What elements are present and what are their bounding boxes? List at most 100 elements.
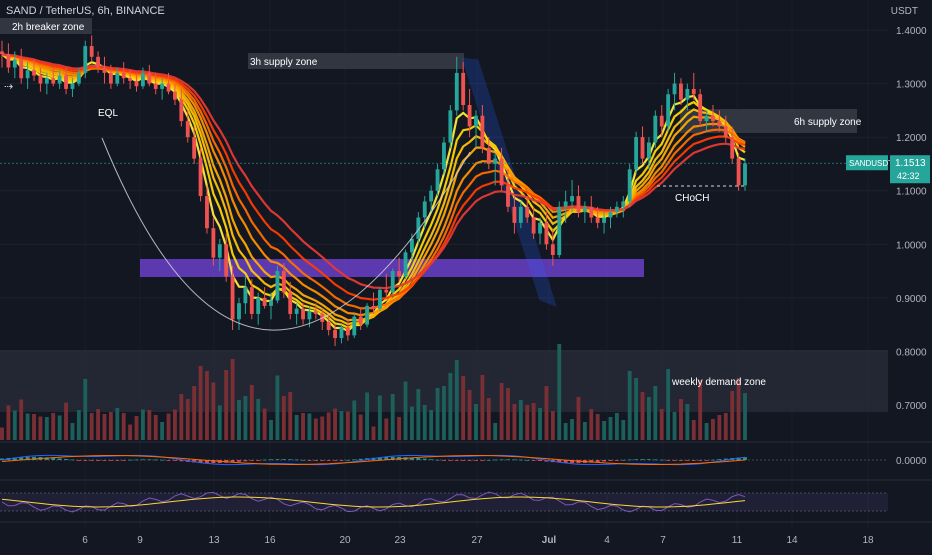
breaker-label: 2h breaker zone: [12, 22, 85, 33]
candle-body: [44, 78, 49, 84]
macd-hist-bar: [345, 459, 350, 461]
candle-body: [160, 83, 165, 89]
macd-hist-bar: [160, 459, 165, 461]
volume-bar: [326, 412, 331, 440]
volume-bar: [595, 414, 600, 440]
candle-body: [531, 217, 536, 234]
macd-hist-bar: [0, 458, 4, 460]
volume-bar: [454, 360, 459, 440]
candle-body: [326, 321, 331, 330]
arrow-marker: ⇢: [4, 81, 13, 93]
candle-body: [173, 91, 177, 100]
macd-hist-bar: [384, 456, 389, 460]
macd-hist-bar: [275, 459, 280, 460]
candle-body: [576, 196, 581, 213]
candle-body: [313, 311, 318, 314]
volume-bar: [352, 400, 357, 440]
x-tick-label: 9: [137, 535, 143, 546]
candle-body: [153, 83, 158, 89]
candle-body: [570, 196, 574, 202]
volume-bar: [723, 413, 728, 440]
volume-bar: [57, 415, 62, 440]
candle-body: [679, 83, 683, 100]
volume-bar: [102, 414, 107, 440]
x-tick-label: 18: [862, 535, 874, 546]
macd-hist-bar: [115, 460, 120, 461]
volume-bar: [128, 424, 133, 440]
macd-hist-bar: [230, 460, 235, 463]
macd-hist-bar: [83, 460, 88, 461]
volume-bar: [672, 412, 677, 440]
candle-body: [454, 72, 459, 111]
volume-bar: [89, 413, 94, 440]
volume-bar: [262, 408, 267, 440]
volume-bar: [448, 373, 453, 440]
volume-bar: [736, 378, 741, 440]
volume-bar: [294, 415, 299, 440]
volume-bar: [570, 419, 574, 440]
candle-body: [589, 206, 594, 218]
macd-hist-bar: [25, 456, 30, 460]
macd-hist-bar: [192, 460, 197, 463]
macd-hist-bar: [121, 460, 126, 461]
candle-body: [121, 72, 126, 79]
macd-hist-bar: [198, 460, 203, 463]
candle-body: [230, 276, 235, 320]
x-tick-label: 23: [394, 535, 406, 546]
macd-hist-bar: [301, 459, 305, 461]
macd-hist-bar: [320, 460, 325, 461]
eql-label: EQL: [98, 108, 118, 119]
candle-body: [345, 327, 350, 336]
candle-body: [429, 190, 434, 202]
volume-bar: [288, 392, 293, 440]
volume-bar: [711, 419, 715, 440]
macd-hist-bar: [640, 459, 645, 460]
volume-bar: [339, 411, 344, 440]
volume-bar: [659, 409, 664, 440]
macd-hist-bar: [12, 457, 17, 460]
volume-bar: [461, 376, 466, 440]
candle-body: [397, 271, 402, 277]
volume-bar: [249, 385, 254, 440]
candle-body: [134, 80, 139, 87]
volume-bar: [377, 395, 382, 440]
macd-hist-bar: [429, 459, 434, 461]
macd-hist-bar: [19, 457, 24, 460]
macd-hist-bar: [416, 458, 421, 460]
volume-bar: [518, 400, 523, 440]
volume-bar: [538, 408, 542, 440]
candle-body: [32, 70, 36, 76]
x-tick-label: 27: [471, 535, 483, 546]
candle-body: [634, 137, 639, 170]
y-tick-label: 1.4000: [896, 26, 927, 37]
macd-hist-bar: [698, 460, 703, 461]
macd-hist-bar: [140, 459, 145, 461]
macd-hist-bar: [44, 457, 49, 460]
macd-hist-bar: [602, 460, 607, 462]
candle-body: [647, 142, 651, 159]
macd-hist-bar: [76, 460, 81, 461]
candle-body: [281, 271, 286, 293]
volume-bar: [237, 400, 241, 440]
volume-bar: [345, 411, 350, 440]
candle-body: [384, 289, 389, 293]
candle-body: [83, 46, 88, 73]
volume-bar: [557, 344, 562, 440]
countdown-tag: 42:32: [897, 171, 920, 181]
volume-bar: [371, 426, 376, 440]
candle-body: [166, 83, 171, 92]
macd-hist-bar: [506, 459, 510, 461]
macd-hist-bar: [294, 459, 299, 461]
candle-body: [89, 46, 94, 57]
macd-hist-bar: [249, 460, 254, 461]
candles: [0, 35, 747, 347]
macd-hist-bar: [621, 459, 626, 461]
x-tick-label: 7: [660, 535, 666, 546]
macd-hist-bar: [589, 460, 594, 463]
macd-hist-bar: [627, 459, 632, 461]
volume-bar: [192, 386, 197, 440]
macd-hist-bar: [723, 458, 728, 460]
volume-bar: [51, 413, 56, 440]
candle-body: [358, 316, 363, 325]
candle-body: [685, 88, 690, 100]
